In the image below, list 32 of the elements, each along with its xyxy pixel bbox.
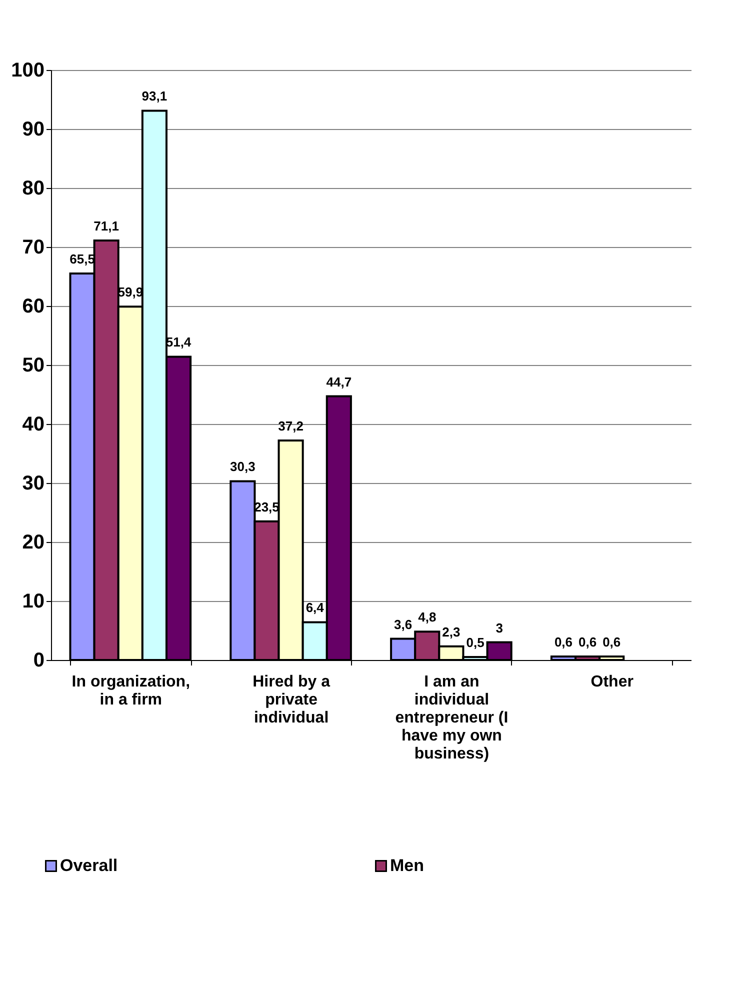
y-tick-label: 10 <box>22 590 44 612</box>
data-label: 37,2 <box>278 418 304 434</box>
x-tick-label: Other <box>590 674 634 690</box>
y-tick-label: 80 <box>22 178 44 200</box>
y-tick-label: 40 <box>22 414 44 436</box>
y-tick-label: 20 <box>22 532 44 554</box>
y-tick-label: 0 <box>33 650 44 672</box>
x-tick-label: I am an individual entrepreneur (I have my own business) <box>395 674 508 762</box>
y-tick-label: 90 <box>22 118 44 140</box>
data-label: 65,5 <box>70 252 95 267</box>
data-label: 0,6 <box>578 634 597 650</box>
data-label: 44,7 <box>326 374 352 390</box>
y-tick-label: 50 <box>22 354 44 376</box>
x-tick-label: Hired by a private individual <box>252 674 330 726</box>
data-label: 93,1 <box>142 88 168 104</box>
data-label: 30,3 <box>230 459 256 474</box>
data-label: 3,6 <box>394 616 412 632</box>
y-tick-label: 70 <box>22 236 44 258</box>
y-tick-label: 60 <box>22 296 44 318</box>
data-label: 71,1 <box>94 218 119 234</box>
data-label: 0,6 <box>554 634 573 650</box>
data-label: 2,3 <box>442 624 460 640</box>
x-tick-label: In organization, in a firm <box>72 674 190 708</box>
data-label: 0,6 <box>602 634 621 650</box>
data-label: 6,4 <box>306 600 325 616</box>
y-tick-label: 100 <box>11 60 44 82</box>
data-label: 4,8 <box>418 610 436 625</box>
y-tick-label: 30 <box>22 472 44 494</box>
legend-label: Overall <box>60 856 118 875</box>
data-label: 0,5 <box>466 635 484 650</box>
data-label: 3 <box>496 620 503 636</box>
legend-label: Men <box>390 856 424 875</box>
